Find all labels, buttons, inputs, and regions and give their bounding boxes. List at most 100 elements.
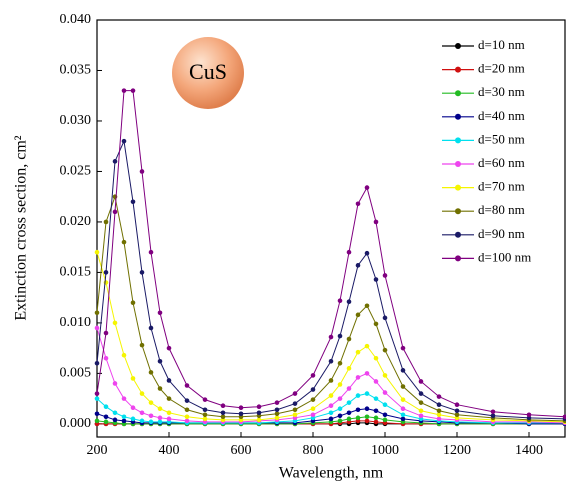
data-point <box>382 402 388 407</box>
data-point <box>310 373 316 378</box>
data-point <box>121 396 127 401</box>
data-point <box>274 400 280 405</box>
data-point <box>139 342 145 348</box>
data-point <box>382 390 388 395</box>
x-axis-label: Wavelength, nm <box>279 465 384 482</box>
y-axis-label: Extinction cross section, cm² <box>13 135 30 320</box>
data-point <box>355 407 361 413</box>
data-point <box>337 360 343 366</box>
data-point <box>220 410 226 416</box>
legend-marker <box>455 113 461 120</box>
data-point <box>355 201 361 207</box>
legend-label: d=50 nm <box>478 131 525 146</box>
data-point <box>400 412 406 418</box>
data-point <box>328 334 334 340</box>
legend-label: d=40 nm <box>478 108 525 123</box>
data-point <box>94 310 100 316</box>
data-point <box>355 393 361 398</box>
y-tick-label: 0.005 <box>60 366 92 381</box>
y-tick-label: 0.015 <box>60 265 92 280</box>
data-point <box>346 416 352 422</box>
data-point <box>292 401 298 406</box>
data-point <box>94 360 100 366</box>
data-point <box>436 416 442 422</box>
data-point <box>220 414 226 420</box>
data-point <box>346 336 352 342</box>
data-point <box>112 159 118 164</box>
data-point <box>526 412 532 418</box>
y-tick-label: 0.025 <box>60 164 92 179</box>
data-point <box>328 358 334 364</box>
data-point <box>274 407 280 413</box>
data-point <box>130 88 136 93</box>
data-point <box>364 250 370 256</box>
data-point <box>346 400 352 405</box>
data-point <box>157 358 163 364</box>
data-point <box>328 416 334 422</box>
data-point <box>139 410 145 416</box>
x-tick-label: 1200 <box>443 443 471 458</box>
data-point <box>373 408 379 414</box>
legend-label: d=90 nm <box>478 226 525 241</box>
legend-marker <box>455 184 461 191</box>
data-point <box>202 407 208 413</box>
data-point <box>373 419 379 425</box>
data-point <box>328 378 334 383</box>
data-point <box>364 414 370 420</box>
data-point <box>220 403 226 408</box>
data-point <box>373 277 379 282</box>
legend-marker <box>455 231 461 238</box>
data-point <box>400 416 406 422</box>
data-point <box>373 379 379 384</box>
data-point <box>436 412 442 418</box>
data-point <box>355 415 361 421</box>
data-point <box>112 381 118 386</box>
data-point <box>382 273 388 278</box>
data-point <box>346 386 352 391</box>
data-point <box>202 412 208 418</box>
x-tick-label: 1000 <box>371 443 399 458</box>
x-tick-label: 800 <box>303 443 324 458</box>
data-point <box>292 412 298 418</box>
legend-marker <box>455 137 461 144</box>
data-point <box>139 169 145 174</box>
data-point <box>364 371 370 376</box>
data-point <box>139 270 145 275</box>
data-point <box>130 405 136 411</box>
data-point <box>103 414 109 420</box>
data-point <box>436 402 442 407</box>
data-point <box>121 352 127 358</box>
data-point <box>166 345 172 351</box>
data-point <box>355 263 361 268</box>
data-point <box>139 418 145 424</box>
data-point <box>355 312 361 318</box>
data-point <box>274 415 280 421</box>
data-point <box>112 410 118 416</box>
data-point <box>310 387 316 392</box>
y-tick-label: 0.020 <box>60 214 92 229</box>
legend-label: d=70 nm <box>478 179 525 194</box>
data-point <box>364 185 370 190</box>
data-point <box>346 366 352 371</box>
data-point <box>418 413 424 419</box>
data-point <box>184 383 190 388</box>
data-point <box>328 410 334 416</box>
data-point <box>103 270 109 275</box>
data-point <box>148 400 154 405</box>
data-point <box>94 325 100 331</box>
legend-label: d=10 nm <box>478 37 525 52</box>
data-point <box>157 310 163 316</box>
data-point <box>148 370 154 375</box>
y-tick-label: 0.030 <box>60 113 92 128</box>
data-point <box>364 343 370 349</box>
data-point <box>382 412 388 418</box>
data-point <box>364 391 370 396</box>
data-point <box>103 404 109 410</box>
data-point <box>121 88 127 93</box>
data-point <box>130 199 136 205</box>
data-point <box>436 408 442 414</box>
data-point <box>490 409 496 415</box>
legend-label: d=80 nm <box>478 202 525 217</box>
data-point <box>337 413 343 419</box>
data-point <box>157 386 163 391</box>
